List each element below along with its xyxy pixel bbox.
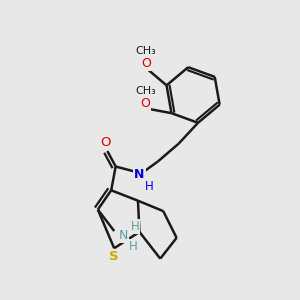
Text: O: O xyxy=(100,136,111,149)
Text: H: H xyxy=(145,180,153,193)
Text: H: H xyxy=(130,220,140,233)
Text: H: H xyxy=(129,240,138,253)
Text: O: O xyxy=(141,57,151,70)
Text: CH₃: CH₃ xyxy=(135,86,156,96)
Text: CH₃: CH₃ xyxy=(135,46,156,56)
Text: O: O xyxy=(140,97,150,110)
Text: N: N xyxy=(118,229,128,242)
Text: S: S xyxy=(110,250,119,263)
Text: N: N xyxy=(134,168,145,181)
